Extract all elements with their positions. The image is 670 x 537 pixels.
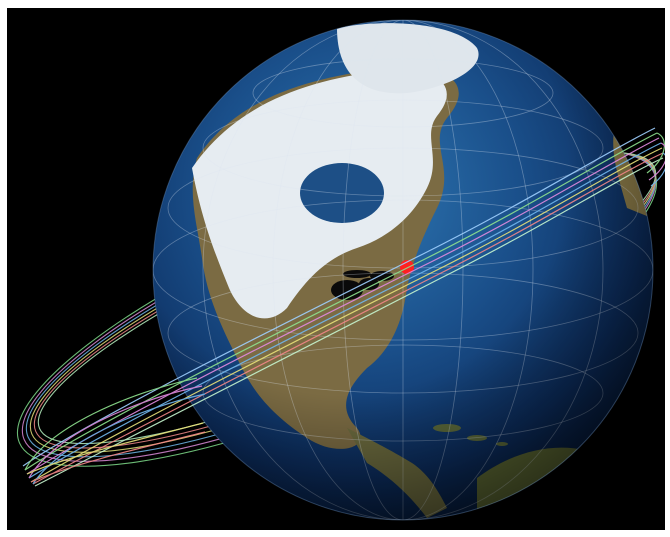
earth-orbit-illustration	[16, 19, 665, 521]
earth-globe	[152, 19, 654, 521]
orbit-tracks-front	[22, 127, 665, 487]
image-frame	[7, 8, 665, 530]
